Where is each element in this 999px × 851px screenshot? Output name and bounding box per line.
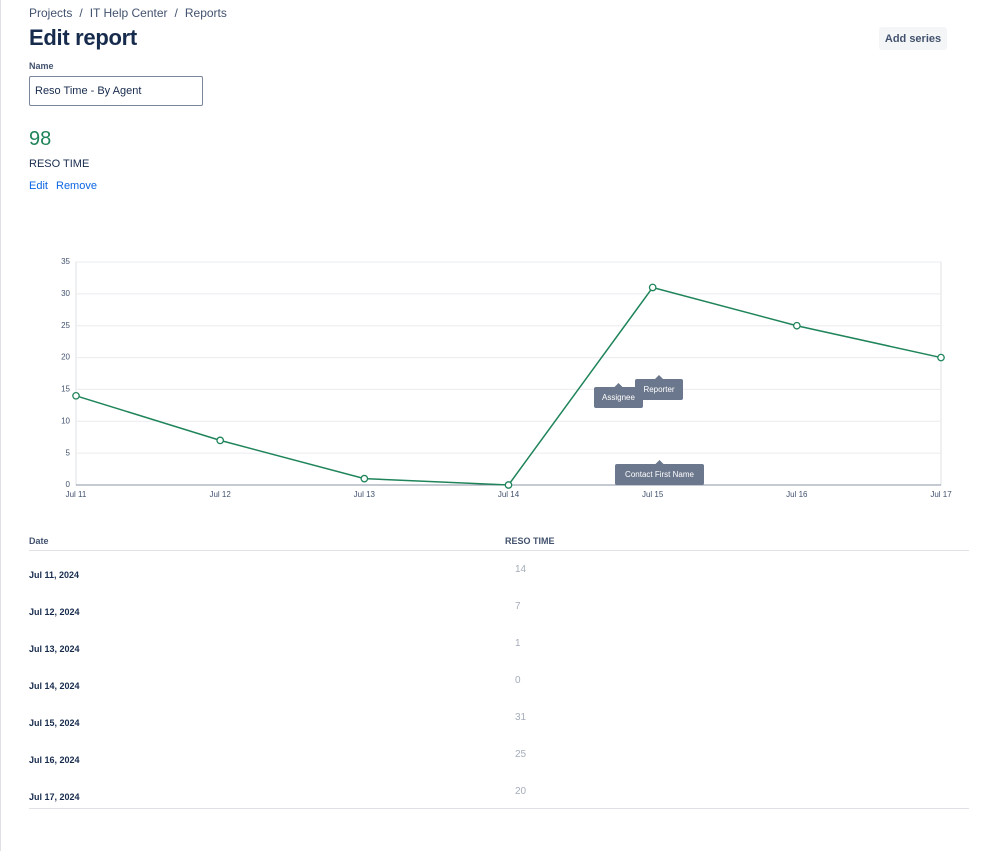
point [216,436,225,445]
x-tick-label: Jul 17 [930,490,952,499]
chart: 0 5 10 15 20 25 30 35 Jul 11 Jul 12 Jul 13 Jul 14 Ju… [61,257,952,499]
line [75,286,942,486]
row-value: 7 [515,601,521,612]
divider [29,550,969,551]
tooltip [594,387,643,408]
breadcrumb-separator: / [79,6,83,20]
row-date: Jul 12, 2024 [29,607,80,617]
point [648,283,657,292]
row-value: 31 [515,712,527,723]
tooltip-text: Contact First Name [625,470,694,479]
x-tick-label: Jul 14 [498,490,520,499]
row-value: 25 [515,749,527,760]
tooltip-text: Assignee [602,393,635,402]
row-value: 1 [515,638,521,649]
y-tick-label: 10 [61,416,70,425]
point [504,481,513,489]
y-tick-label: 30 [61,289,70,298]
point [792,321,801,330]
y-tick-label: 15 [61,385,70,394]
summary-value: 98 [29,128,52,150]
row-date: Jul 17, 2024 [29,792,80,802]
row-date: Jul 16, 2024 [29,755,80,765]
row-date: Jul 15, 2024 [29,718,80,728]
tooltip [615,464,704,485]
y-tick-label: 0 [66,480,71,489]
y-tick-label: 20 [61,353,70,362]
add-series-button[interactable]: Add series [879,27,947,50]
tooltip-arrow [655,460,664,464]
y-tick-label: 25 [61,321,70,330]
breadcrumb[interactable]: Reports [184,6,227,20]
breadcrumb[interactable]: Projects [29,6,73,20]
x-tick-label: Jul 11 [66,490,87,499]
x-tick-label: Jul 13 [354,490,376,499]
row-value: 0 [515,675,521,686]
point [72,391,80,400]
breadcrumb[interactable]: IT Help Center [89,6,168,20]
y-tick-label: 35 [61,257,70,266]
x-tick-label: Jul 15 [642,490,664,499]
point [360,474,369,483]
breadcrumbs: Projects / IT Help Center / Reports [29,6,227,20]
x-tick-label: Jul 12 [209,490,231,499]
tooltip-text: Reporter [643,385,674,394]
row-date: Jul 14, 2024 [29,681,80,691]
tooltip [635,379,683,400]
table-header: RESO TIME [505,536,555,546]
page-title: Edit report [29,25,137,50]
tooltip-arrow [655,375,663,379]
edit-link[interactable]: Edit [29,180,48,192]
row-value: 14 [515,564,527,575]
table-header: Date [29,536,49,546]
tooltip-arrow [614,383,623,387]
row-value: 20 [515,786,527,797]
row-date: Jul 11, 2024 [29,570,80,580]
x-tick-label: Jul 16 [786,490,808,499]
point [937,353,945,362]
summary-label: RESO TIME [29,158,90,170]
divider [29,808,969,809]
row-date: Jul 13, 2024 [29,644,80,654]
name-input[interactable] [29,76,203,106]
plot-frame [75,261,942,486]
breadcrumb-separator: / [174,6,178,20]
remove-link[interactable]: Remove [56,180,97,192]
y-tick-label: 5 [66,448,71,457]
name-label: Name [29,61,54,71]
